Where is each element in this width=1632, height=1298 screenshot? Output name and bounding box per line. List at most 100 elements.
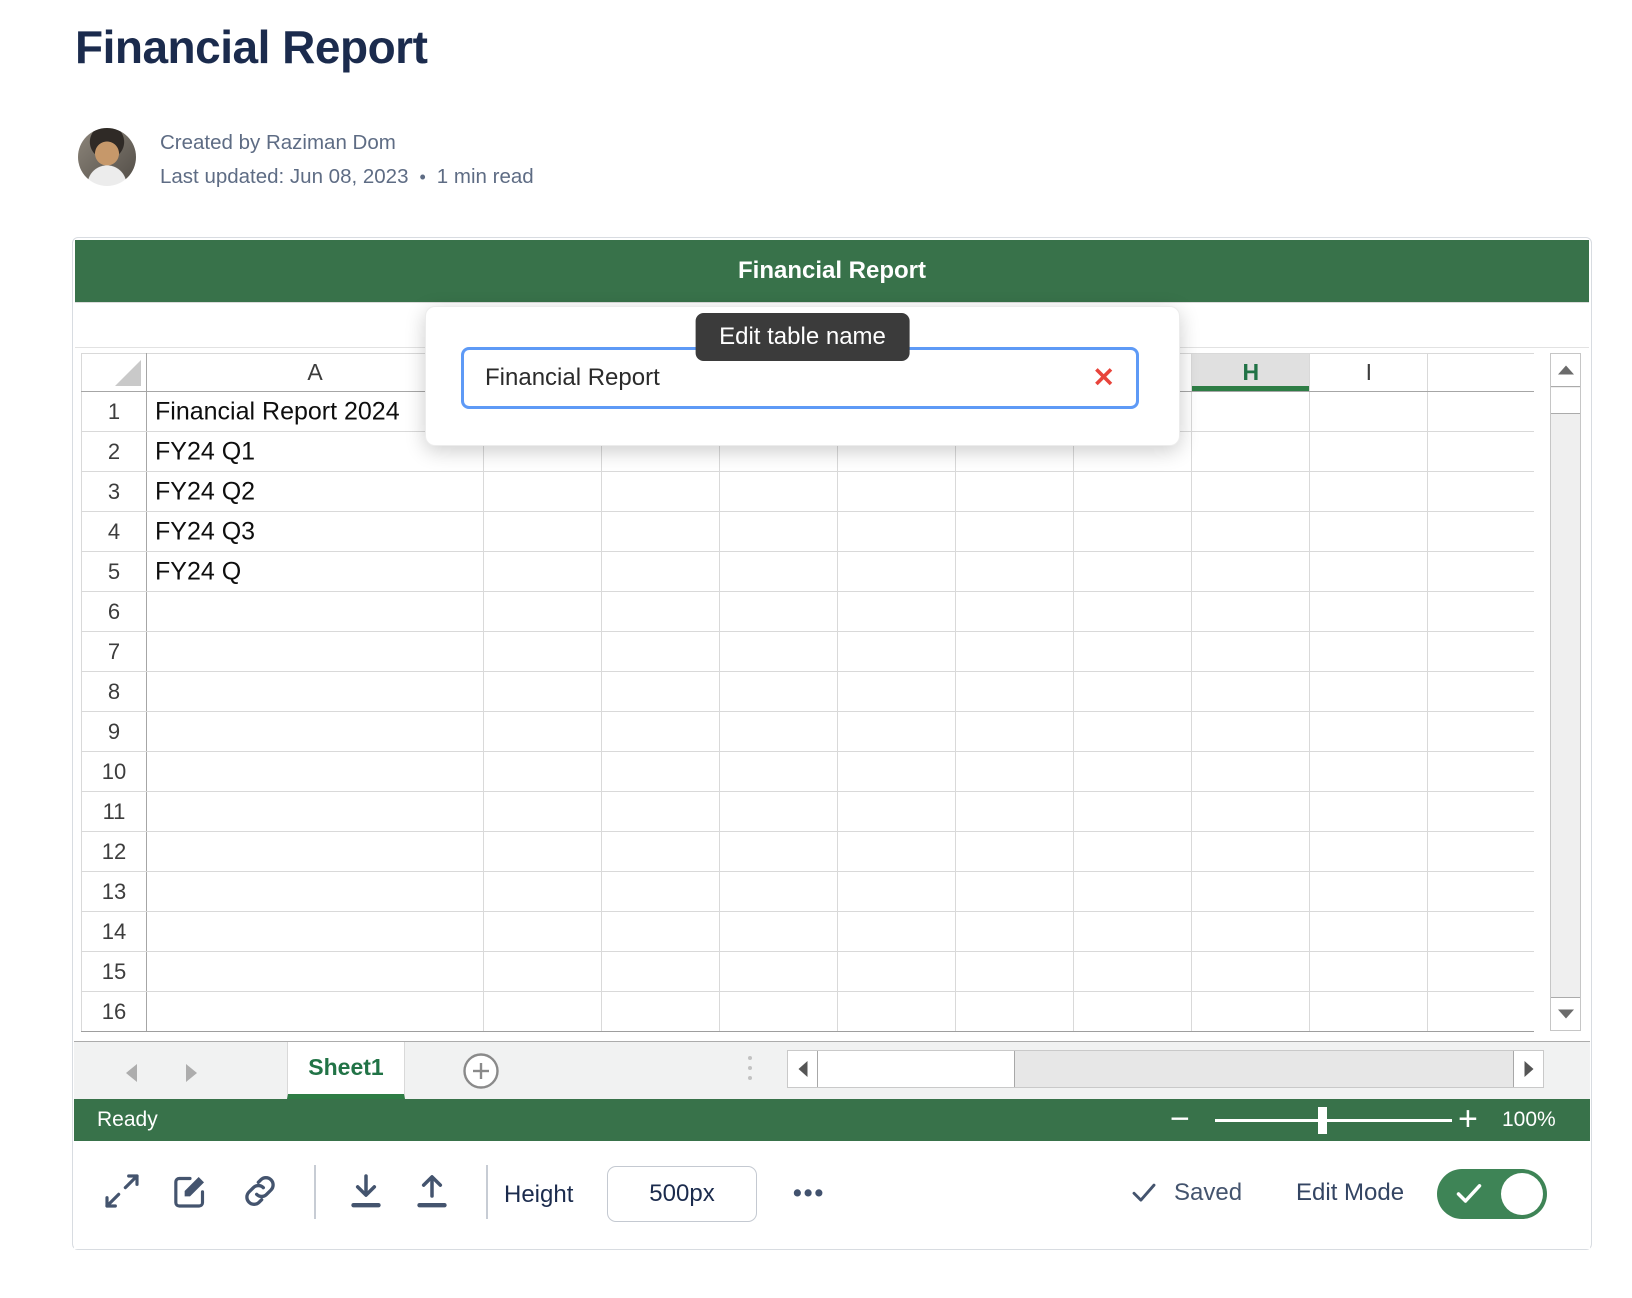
row-header-14[interactable]: 14 [80,911,148,952]
cell[interactable] [837,511,957,552]
cell[interactable] [837,471,957,512]
row-header-5[interactable]: 5 [80,551,148,592]
cell[interactable] [1309,951,1429,992]
cell[interactable] [1309,991,1429,1032]
cell[interactable] [601,831,721,872]
cell[interactable] [837,711,957,752]
more-options-icon[interactable]: ••• [793,1179,826,1207]
cell[interactable] [837,951,957,992]
cell[interactable] [837,751,957,792]
cell[interactable] [601,871,721,912]
cell[interactable] [719,671,839,712]
upload-button[interactable] [412,1171,452,1211]
cell[interactable] [1073,911,1193,952]
cell[interactable] [1427,471,1534,512]
close-icon[interactable]: ✕ [1092,362,1115,393]
cell[interactable] [1191,631,1311,672]
cell[interactable] [146,791,485,832]
cell[interactable] [1309,591,1429,632]
cell[interactable] [1191,871,1311,912]
height-input[interactable] [607,1166,757,1222]
cell[interactable] [1073,591,1193,632]
expand-button[interactable] [102,1171,142,1211]
cell[interactable] [1427,991,1534,1032]
cell[interactable] [719,951,839,992]
cell[interactable] [1191,951,1311,992]
cell[interactable] [837,551,957,592]
avatar[interactable] [78,128,136,186]
cell[interactable] [1427,751,1534,792]
cell[interactable] [483,711,603,752]
horizontal-scroll-thumb[interactable] [818,1051,1015,1087]
cell[interactable] [1309,791,1429,832]
cell[interactable] [1427,511,1534,552]
zoom-in-button[interactable]: + [1458,1100,1478,1138]
download-button[interactable] [346,1171,386,1211]
cell[interactable] [837,591,957,632]
cell[interactable] [483,591,603,632]
cell[interactable] [719,511,839,552]
cell[interactable] [955,951,1075,992]
cell[interactable] [601,711,721,752]
cell[interactable] [1073,711,1193,752]
cell[interactable] [146,871,485,912]
cell[interactable] [146,671,485,712]
row-header-10[interactable]: 10 [80,751,148,792]
cell[interactable] [955,871,1075,912]
cell[interactable] [483,751,603,792]
edit-mode-toggle[interactable] [1437,1169,1547,1219]
cell[interactable] [1427,591,1534,632]
link-button[interactable] [240,1171,280,1211]
cell[interactable] [719,631,839,672]
cell[interactable] [719,791,839,832]
cell[interactable] [719,751,839,792]
cell[interactable] [719,831,839,872]
zoom-out-button[interactable]: − [1170,1100,1190,1138]
cell[interactable] [1309,431,1429,472]
cell[interactable] [1427,711,1534,752]
cell[interactable] [1309,471,1429,512]
cell[interactable] [1073,551,1193,592]
row-header-6[interactable]: 6 [80,591,148,632]
cell[interactable] [146,631,485,672]
cell[interactable] [1309,671,1429,712]
cell[interactable] [837,831,957,872]
cell[interactable] [601,671,721,712]
cell[interactable] [1427,951,1534,992]
cell[interactable] [1191,431,1311,472]
cell[interactable] [483,791,603,832]
cell[interactable] [601,511,721,552]
cell[interactable] [1191,551,1311,592]
cell[interactable]: FY24 Q1 [146,431,485,472]
cell[interactable] [837,991,957,1032]
row-header-16[interactable]: 16 [80,991,148,1032]
column-header[interactable] [1427,353,1534,392]
scroll-up-button[interactable] [1551,354,1580,387]
cell[interactable] [955,671,1075,712]
vertical-scroll-thumb[interactable] [1551,388,1580,414]
row-header-7[interactable]: 7 [80,631,148,672]
cell[interactable] [1427,671,1534,712]
cell[interactable] [955,631,1075,672]
cell[interactable] [601,551,721,592]
column-header-h[interactable]: H [1191,353,1311,392]
cell[interactable] [483,671,603,712]
cell[interactable] [1309,511,1429,552]
cell[interactable] [146,911,485,952]
cell[interactable] [1309,711,1429,752]
scroll-right-button[interactable] [1513,1051,1543,1087]
cell[interactable] [601,991,721,1032]
cell[interactable] [955,751,1075,792]
cell[interactable] [719,591,839,632]
cell[interactable] [955,511,1075,552]
cell[interactable] [1309,831,1429,872]
cell[interactable] [1191,511,1311,552]
cell[interactable] [1191,591,1311,632]
cell[interactable] [1427,551,1534,592]
cell[interactable] [146,951,485,992]
cell[interactable] [601,631,721,672]
vertical-scrollbar[interactable] [1550,353,1581,1031]
cell[interactable] [601,591,721,632]
cell[interactable] [146,831,485,872]
cell[interactable] [1073,671,1193,712]
